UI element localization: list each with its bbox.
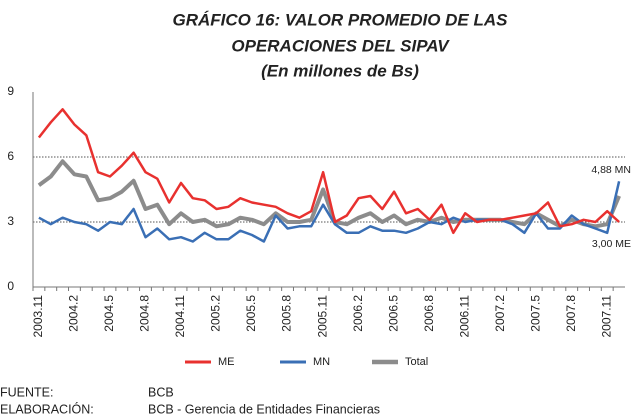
x-tick-label: 2007.2 [493,295,507,332]
legend-label: MN [313,356,330,368]
x-tick-label: 2006.8 [422,295,436,332]
legend-label: ME [218,356,235,368]
x-tick-label: 2005.11 [315,295,329,338]
x-tick-label: 2004.8 [138,295,152,332]
line-series [38,181,621,243]
y-tick-label: 9 [7,84,14,98]
x-tick-label: 2005.2 [209,295,223,332]
y-tick-label: 0 [7,279,14,293]
legend-label: Total [405,356,428,368]
chart-title: GRÁFICO 16: VALOR PROMEDIO DE LAS [173,10,509,29]
note-text: BCB [148,385,174,399]
annotation: 3,00 ME [592,238,631,250]
line-series [37,159,621,229]
chart-title: OPERACIONES DEL SIPAV [231,36,450,55]
x-tick-label: 2006.5 [386,295,400,332]
y-tick-label: 3 [7,214,14,228]
chart-subtitle: (En millones de Bs) [261,61,419,80]
note-label: ELABORACIÓN: [0,401,94,416]
x-tick-label: 2006.11 [457,295,471,338]
line-series [37,108,620,235]
x-tick-label: 2004.2 [67,295,81,332]
y-tick-label: 6 [7,149,14,163]
x-tick-label: 2003.11 [31,295,45,338]
x-tick-label: 2007.5 [528,295,542,332]
x-tick-label: 2007.8 [564,295,578,332]
x-tick-label: 2004.11 [173,295,187,338]
x-tick-label: 2004.5 [102,295,116,332]
note-text: BCB - Gerencia de Entidades Financieras [148,402,380,416]
annotation: 4,88 MN [591,164,631,176]
x-tick-label: 2005.5 [244,295,258,332]
x-tick-label: 2006.2 [351,295,365,332]
x-tick-label: 2007.11 [599,295,613,338]
note-label: FUENTE: [0,385,53,399]
x-tick-label: 2005.8 [280,295,294,332]
